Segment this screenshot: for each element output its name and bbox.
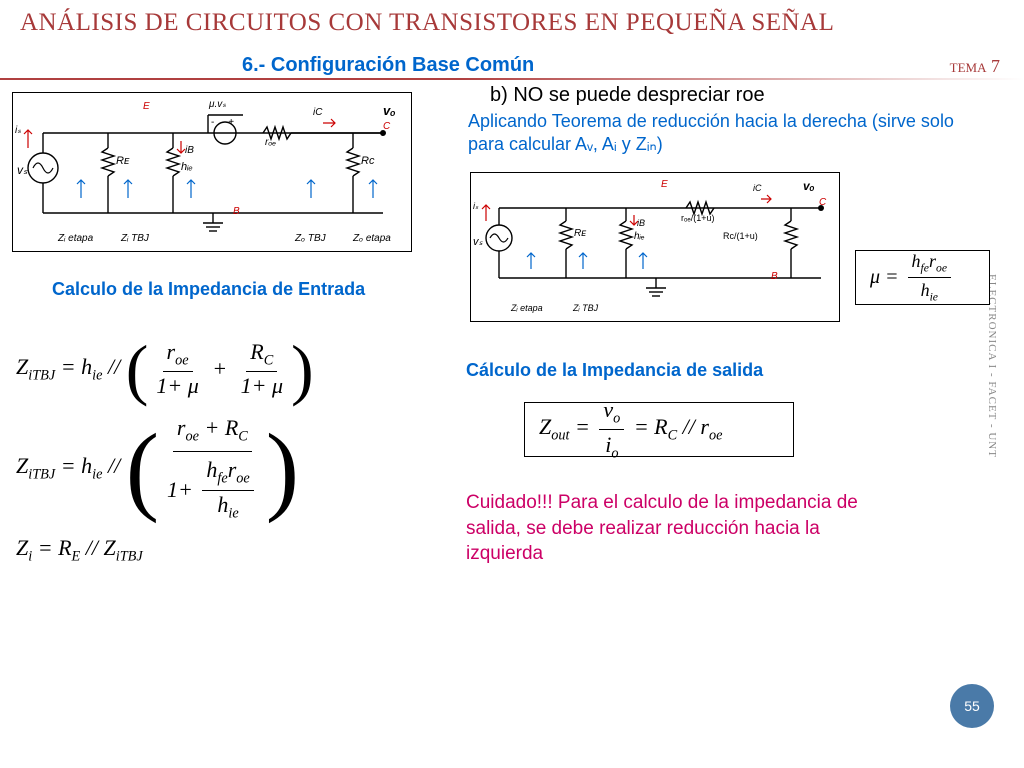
label-RE: Rᴇ xyxy=(116,155,129,167)
label2-ib: iB xyxy=(637,218,645,228)
label-RC: Rᴄ xyxy=(361,155,374,167)
label-is: iₛ xyxy=(15,125,21,136)
label-vs: vₛ xyxy=(17,163,27,177)
label-ib: iB xyxy=(185,145,194,156)
calc-salida-title: Cálculo de la Impedancia de salida xyxy=(466,360,763,381)
label2-is: iₛ xyxy=(473,201,478,212)
page-title: ANÁLISIS DE CIRCUITOS CON TRANSISTORES E… xyxy=(20,8,1004,38)
label2-roe: rₒₑ/(1+u) xyxy=(681,213,715,223)
label-C: C xyxy=(383,121,390,132)
label2-RC: Rᴄ/(1+u) xyxy=(723,231,758,241)
label2-RE: Rᴇ xyxy=(574,228,586,239)
label2-zi-etapa: Zᵢ etapa xyxy=(511,303,543,313)
label-zi-etapa: Zᵢ etapa xyxy=(58,233,93,244)
label-zi-tbj: Zᵢ TBJ xyxy=(121,233,149,244)
circuit-diagram-1: E B C vₛ iₛ iB iC vₒ Rᴇ hᵢₑ rₒₑ Rᴄ μ.vₛ … xyxy=(12,92,412,252)
circuit-diagram-2: E B C vₛ iₛ iB iC vₒ Rᴇ hᵢₑ rₒₑ/(1+u) Rᴄ… xyxy=(470,172,840,322)
label2-hie: hᵢₑ xyxy=(634,231,645,242)
label-E: E xyxy=(143,101,150,112)
label2-zi-tbj: Zᵢ TBJ xyxy=(573,303,598,313)
label-uvs: μ.vₛ xyxy=(209,99,226,110)
label-ic: iC xyxy=(313,107,322,118)
label2-E: E xyxy=(661,179,668,190)
reduction-note: Aplicando Teorema de reducción hacia la … xyxy=(468,110,978,157)
label2-B: B xyxy=(771,271,778,282)
page-number-badge: 55 xyxy=(950,684,994,728)
label-vo: vₒ xyxy=(383,103,396,118)
label-zo-etapa: Zₒ etapa xyxy=(353,233,391,244)
warning-text: Cuidado!!! Para el calculo de la impedan… xyxy=(466,490,896,567)
subtitle: 6.- Configuración Base Común xyxy=(242,54,534,77)
label2-vs: vₛ xyxy=(473,235,483,248)
label2-C: C xyxy=(819,197,826,208)
formula-zout: Zout = voio = RC // roe xyxy=(524,402,794,457)
formula-mu: μ = hferoehie xyxy=(855,250,990,305)
label-zo-tbj: Zₒ TBJ xyxy=(295,233,326,244)
tema-label: tema 7 xyxy=(950,56,1000,77)
label-B: B xyxy=(233,206,240,217)
label2-vo: vₒ xyxy=(803,179,815,193)
formulas-left: ZiTBJ = hie // ( roe1+ μ + RC1+ μ ) ZiTB… xyxy=(16,340,314,583)
label-roe: rₒₑ xyxy=(265,137,276,148)
label-hie: hᵢₑ xyxy=(181,161,193,173)
section-b-title: b) NO se puede despreciar roe xyxy=(490,84,765,107)
label2-ic: iC xyxy=(753,183,762,193)
calc-entrada-title: Calculo de la Impedancia de Entrada xyxy=(52,278,365,301)
